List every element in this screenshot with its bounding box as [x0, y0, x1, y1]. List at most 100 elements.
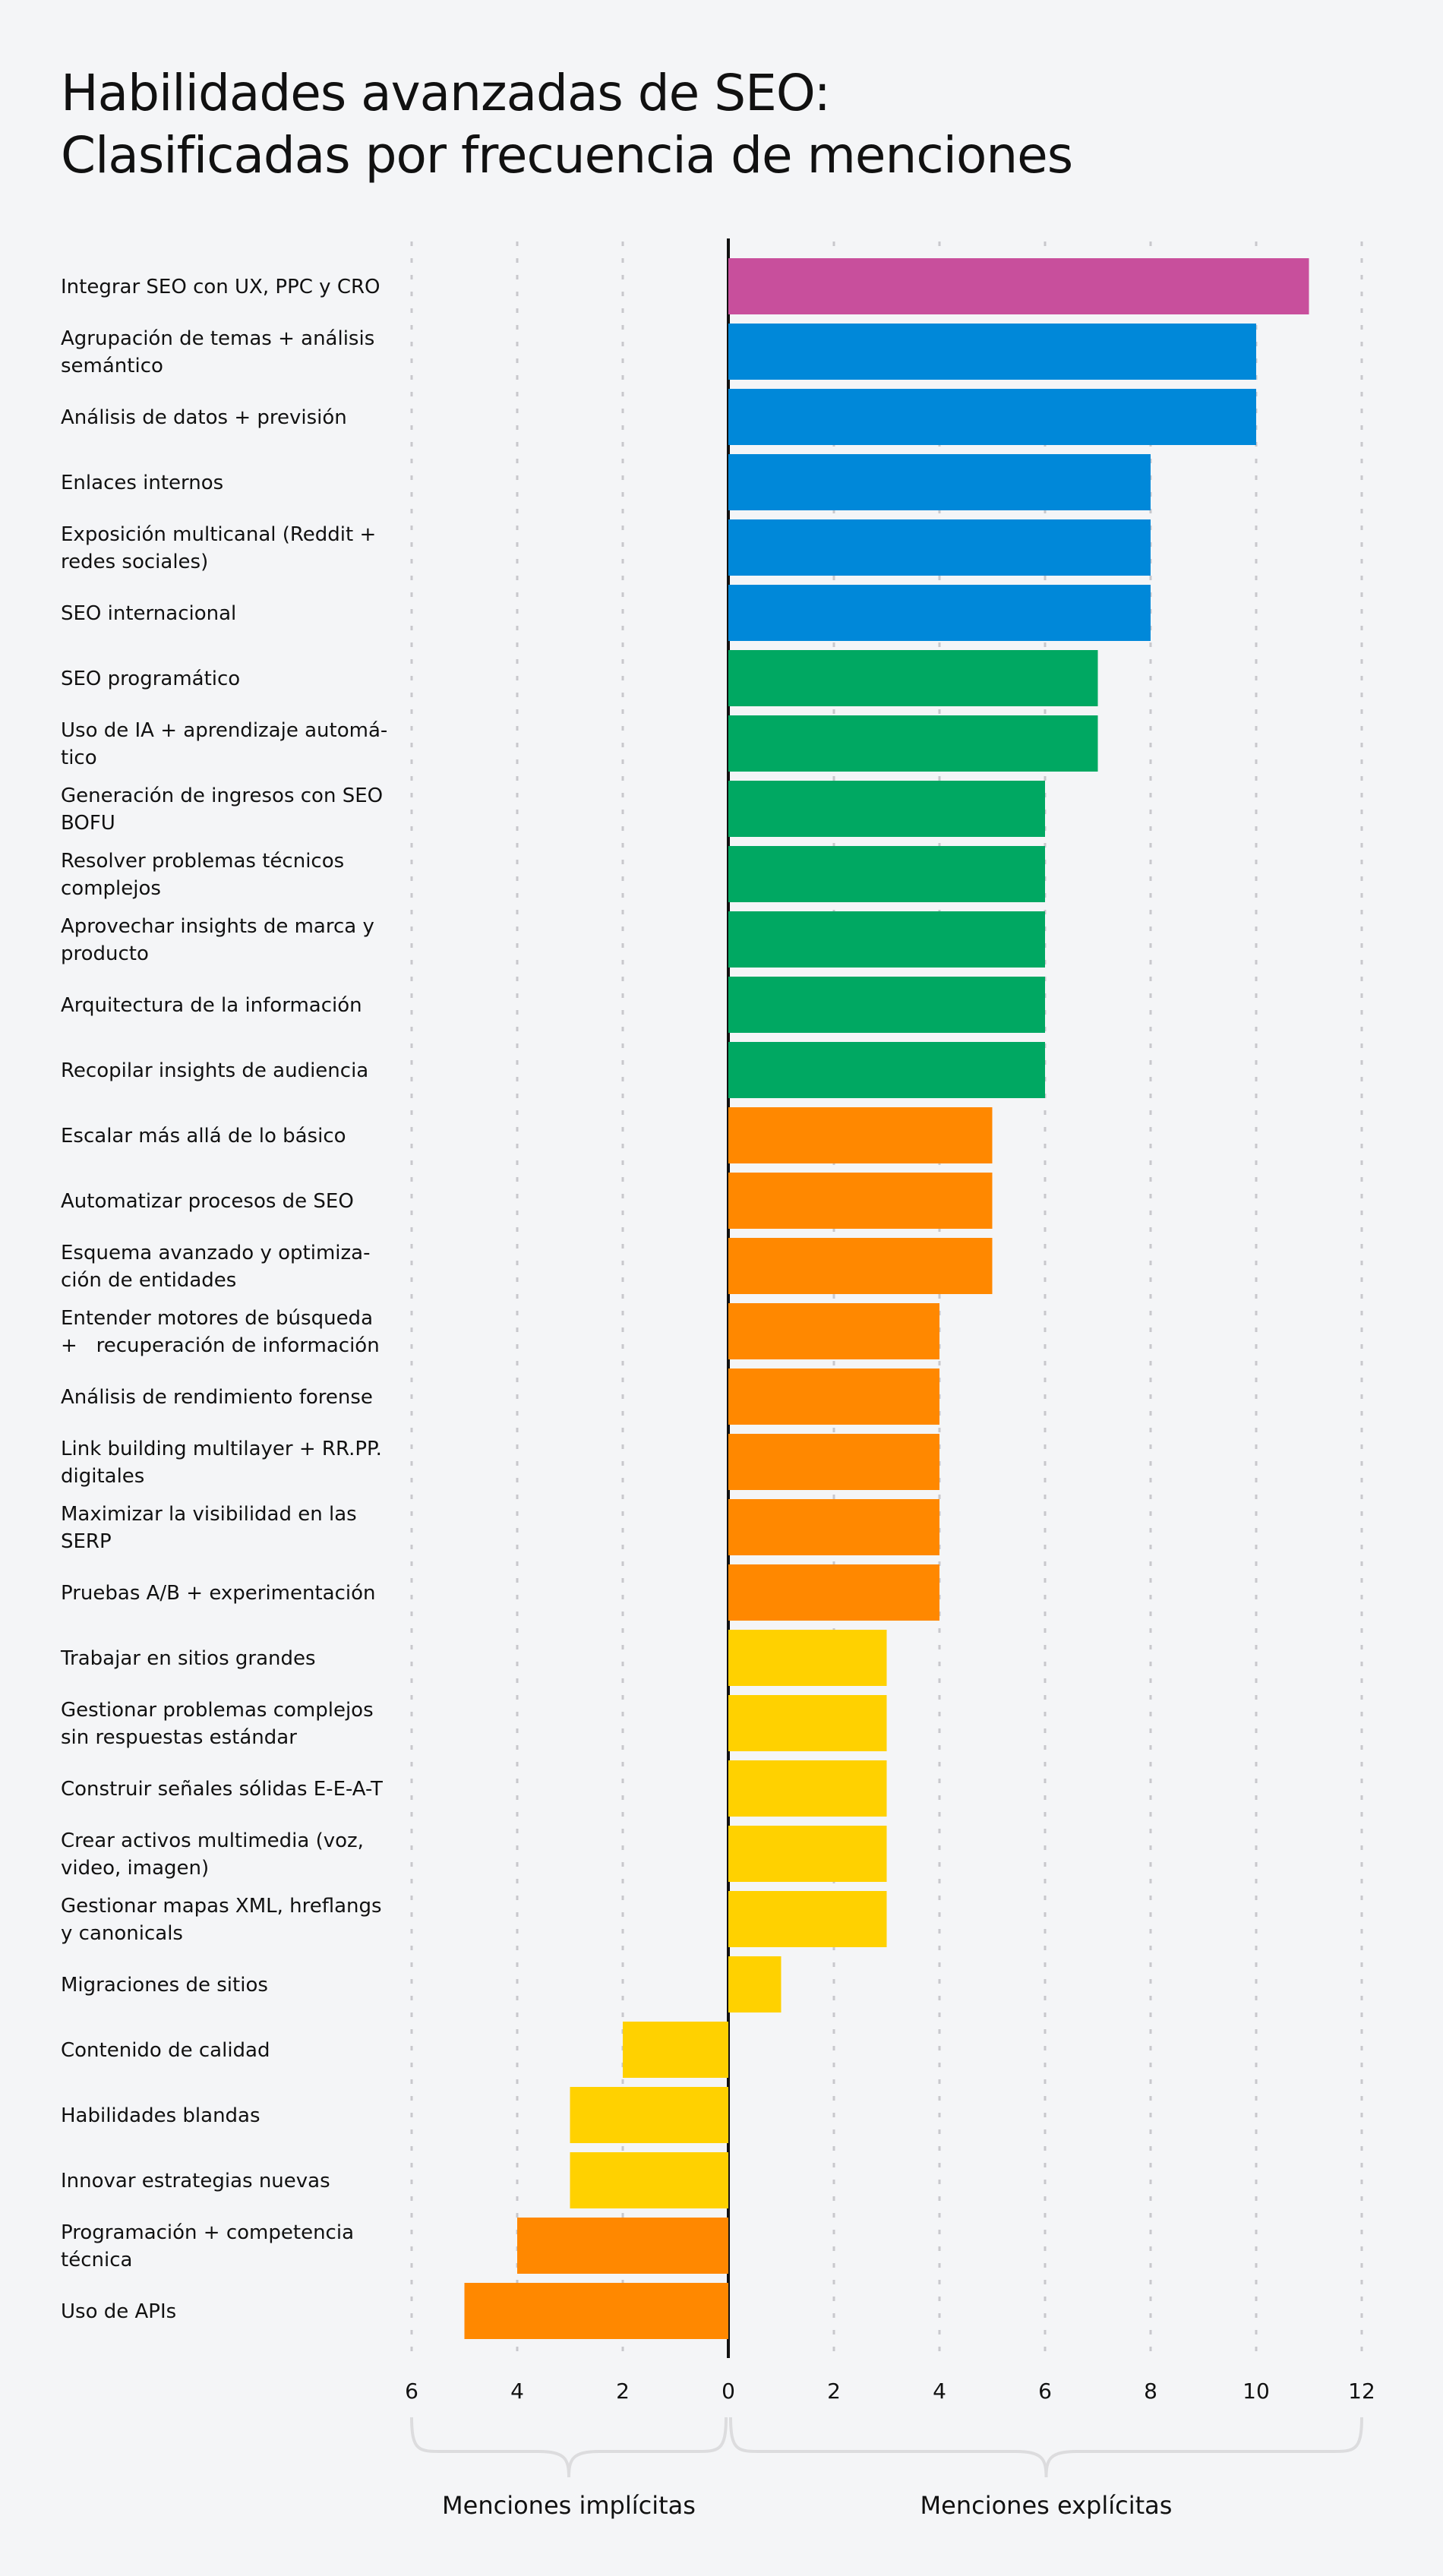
category-label-line: complejos [61, 877, 161, 900]
bar [728, 1434, 939, 1490]
title-line-2: Clasificadas por frecuencia de menciones [61, 126, 1073, 185]
caption-implicit: Menciones implícitas [442, 2491, 696, 2520]
category-label: Generación de ingresos con SEO BOFU [61, 784, 383, 835]
category-label-line: Análisis de rendimiento forense [61, 1386, 373, 1409]
category-label: Migraciones de sitios [61, 1974, 268, 1997]
category-label-line: y canonicals [61, 1922, 183, 1945]
category-label-line: video, imagen) [61, 1857, 209, 1880]
category-label-line: Programación + competencia [61, 2221, 354, 2244]
tick-label: 4 [510, 2379, 524, 2404]
category-label-line: Uso de IA + aprendizaje automá- [61, 719, 387, 742]
bar [623, 2022, 728, 2078]
category-label-line: Pruebas A/B + experimentación [61, 1582, 376, 1605]
category-label-line: Migraciones de sitios [61, 1974, 268, 1997]
bar [728, 846, 1045, 902]
category-label-line: tico [61, 747, 97, 769]
tick-label: 8 [1144, 2379, 1157, 2404]
bar [728, 389, 1256, 445]
category-label-line: Entender motores de búsqueda [61, 1307, 373, 1330]
bar [728, 1891, 887, 1947]
brace-explicit [729, 2417, 1363, 2478]
category-label-line: técnica [61, 2249, 132, 2271]
category-label: Esquema avanzado y optimiza-ción de enti… [61, 1242, 370, 1292]
category-label: Link building multilayer + RR.PP. digital… [61, 1438, 382, 1488]
brace-implicit [410, 2417, 728, 2478]
category-label: Innovar estrategias nuevas [61, 2170, 330, 2192]
bars [464, 258, 1309, 2339]
bar [728, 977, 1045, 1033]
bar [728, 519, 1151, 576]
title-line-1: Habilidades avanzadas de SEO: [61, 64, 831, 122]
category-label: Entender motores de búsqueda + recuperaci… [61, 1307, 380, 1357]
category-label-line: ción de entidades [61, 1269, 236, 1292]
category-label-line: Arquitectura de la información [61, 994, 362, 1017]
bar [728, 1956, 781, 2012]
category-label-line: Automatizar procesos de SEO [61, 1190, 354, 1213]
category-label: Uso de IA + aprendizaje automá-tico [61, 719, 387, 769]
bar [728, 1630, 887, 1686]
bar [728, 1107, 993, 1163]
category-label: Construir señales sólidas E-E-A-T [61, 1778, 383, 1801]
category-label: Crear activos multimedia (voz, video, ima… [61, 1829, 364, 1880]
category-label-line: semántico [61, 355, 163, 377]
bar [728, 454, 1151, 510]
bar [570, 2152, 728, 2208]
category-label-line: Agrupación de temas + análisis [61, 327, 374, 350]
category-label: Pruebas A/B + experimentación [61, 1582, 376, 1605]
category-label-line: SEO programático [61, 668, 240, 690]
category-labels: Integrar SEO con UX, PPC y CRO Agrupación… [60, 276, 387, 2323]
category-label: Aprovechar insights de marca y producto [61, 915, 374, 965]
category-label-line: Contenido de calidad [61, 2039, 270, 2062]
category-label-line: sin respuestas estándar [61, 1726, 297, 1749]
bar [728, 1303, 939, 1359]
bar [728, 258, 1309, 314]
tick-label: 4 [933, 2379, 946, 2404]
tick-label: 2 [827, 2379, 841, 2404]
axis-braces [410, 2417, 1363, 2478]
category-label-line: Crear activos multimedia (voz, [61, 1829, 364, 1852]
category-label-line: SERP [61, 1530, 112, 1553]
category-label-line: Exposición multicanal (Reddit + [61, 523, 376, 546]
category-label: Uso de APIs [61, 2300, 176, 2323]
bar [728, 1368, 939, 1425]
bar [464, 2283, 728, 2339]
tick-label: 10 [1242, 2379, 1270, 2404]
bar [728, 715, 1098, 772]
category-label-line: Análisis de datos + previsión [61, 406, 347, 429]
bar [728, 911, 1045, 968]
bar [728, 1173, 993, 1229]
category-label: Recopilar insights de audiencia [61, 1059, 368, 1082]
bar [728, 1760, 887, 1817]
bar [728, 650, 1098, 706]
bar [728, 1826, 887, 1882]
category-label-line: redes sociales) [61, 551, 208, 573]
category-label: Arquitectura de la información [61, 994, 362, 1017]
tick-label: 6 [1038, 2379, 1052, 2404]
category-label: Habilidades blandas [61, 2104, 260, 2127]
category-label-line: Trabajar en sitios grandes [60, 1647, 316, 1670]
category-label-line: Enlaces internos [61, 472, 223, 494]
category-label-line: Construir señales sólidas E-E-A-T [61, 1778, 383, 1801]
bar [728, 585, 1151, 641]
category-label: Enlaces internos [61, 472, 223, 494]
bar [728, 1564, 939, 1621]
category-label-line: Habilidades blandas [61, 2104, 260, 2127]
category-label-line: Gestionar mapas XML, hreflangs [61, 1895, 382, 1918]
category-label-line: Integrar SEO con UX, PPC y CRO [61, 276, 380, 298]
category-label-line: + recuperación de información [61, 1334, 380, 1357]
category-label-line: Escalar más allá de lo básico [61, 1125, 346, 1148]
tick-label: 6 [405, 2379, 418, 2404]
bar [728, 1042, 1045, 1098]
category-label: SEO internacional [61, 602, 236, 625]
category-label-line: Aprovechar insights de marca y [61, 915, 374, 938]
category-label: Trabajar en sitios grandes [60, 1647, 316, 1670]
category-label: Agrupación de temas + análisis semántico [61, 327, 374, 377]
bar [517, 2218, 728, 2274]
category-label: Resolver problemas técnicos complejos [61, 850, 344, 900]
category-label-line: Generación de ingresos con SEO [61, 784, 383, 807]
category-label-line: SEO internacional [61, 602, 236, 625]
category-label: Gestionar problemas complejos sin respues… [61, 1699, 374, 1749]
bar [728, 324, 1256, 380]
bar [728, 1499, 939, 1555]
